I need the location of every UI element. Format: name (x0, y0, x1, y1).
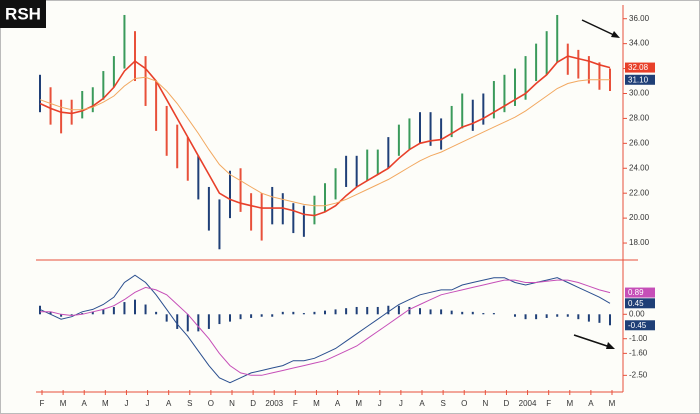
x-tick-label: N (482, 399, 488, 408)
x-tick-label: F (40, 399, 45, 408)
value-tag (625, 287, 655, 298)
x-tick-label: M (102, 399, 109, 408)
x-tick-label: D (250, 399, 256, 408)
x-tick-label: A (166, 399, 172, 408)
x-tick-label: J (124, 399, 128, 408)
y-tick-label: -2.50 (629, 370, 648, 379)
annotation-arrow (573, 19, 620, 349)
x-tick-label: J (399, 399, 403, 408)
y-tick-label: 18.00 (629, 238, 650, 247)
y-tick-label: 36.00 (629, 14, 650, 23)
value-tag (625, 74, 655, 85)
x-tick-label: D (504, 399, 510, 408)
macd-line (40, 279, 611, 376)
y-tick-label: 22.00 (629, 188, 650, 197)
moving-average (39, 55, 611, 217)
y-tick-label: -1.00 (629, 334, 648, 343)
value-tag (625, 320, 655, 331)
value-tag (625, 298, 655, 309)
y-tick-label: 34.00 (629, 39, 650, 48)
y-tick-label: 0.00 (629, 309, 645, 318)
x-tick-label: A (82, 399, 88, 408)
macd-line (39, 274, 611, 384)
moving-average (39, 76, 610, 207)
x-tick-label: 2004 (519, 399, 537, 408)
x-tick-label: O (461, 399, 467, 408)
x-tick-label: S (187, 399, 192, 408)
x-tick-label: A (588, 399, 594, 408)
y-tick-label: 30.00 (629, 89, 650, 98)
x-tick-label: M (609, 399, 616, 408)
value-tag (625, 62, 655, 73)
value-tag-label: -0.45 (628, 321, 647, 330)
x-tick-label: A (419, 399, 425, 408)
y-tick-label: 26.00 (629, 138, 650, 147)
x-tick-label: O (208, 399, 214, 408)
x-tick-label: J (378, 399, 382, 408)
x-tick-label: M (355, 399, 362, 408)
value-tag-label: 0.45 (628, 299, 644, 308)
x-tick-label: F (293, 399, 298, 408)
x-tick-label: 2003 (265, 399, 283, 408)
y-tick-label: 20.00 (629, 213, 650, 222)
x-tick-label: J (146, 399, 150, 408)
x-tick-label: N (229, 399, 235, 408)
x-tick-label: S (440, 399, 445, 408)
x-tick-label: A (335, 399, 341, 408)
x-tick-label: M (566, 399, 573, 408)
title-box (0, 0, 46, 28)
y-tick-label: 28.00 (629, 114, 650, 123)
y-tick-label: -1.60 (629, 348, 648, 357)
x-tick-label: M (60, 399, 67, 408)
x-tick-label: M (313, 399, 320, 408)
y-tick-label: 24.00 (629, 163, 650, 172)
chart-title: RSH (5, 4, 41, 23)
x-tick-label: F (546, 399, 551, 408)
value-tag-label: 31.10 (628, 75, 649, 84)
value-tag-label: 0.89 (628, 288, 644, 297)
value-tag-label: 32.08 (628, 63, 649, 72)
